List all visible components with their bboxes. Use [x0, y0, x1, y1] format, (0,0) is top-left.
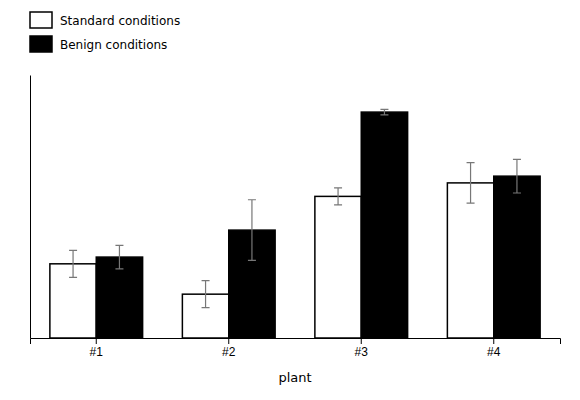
plot-area: #1 #2 #3 #4: [31, 76, 561, 359]
legend-label: Standard conditions: [60, 14, 180, 28]
bar: [315, 196, 361, 338]
error-bar: [513, 159, 521, 193]
y-axis-line: [30, 76, 31, 339]
x-tick: #4: [487, 338, 501, 359]
tick-label: #2: [222, 345, 236, 359]
x-tick: #2: [222, 338, 236, 359]
error-bar: [202, 281, 210, 308]
tick-label: #1: [90, 345, 104, 359]
tick-label: #3: [355, 345, 369, 359]
legend-item: Benign conditions: [30, 36, 167, 52]
legend-swatch: [30, 36, 52, 52]
bar: [361, 112, 407, 338]
y-axis: [30, 76, 31, 339]
tick-mark: [493, 338, 494, 344]
error-bar: [467, 163, 475, 203]
marks: [50, 109, 540, 338]
legend-swatch: [30, 12, 52, 28]
tick-mark: [228, 338, 229, 344]
error-bar: [334, 188, 342, 205]
error-bar: [248, 200, 256, 261]
tick-mark: [361, 338, 362, 344]
legend: Standard conditions Benign conditions: [30, 12, 180, 52]
error-bar: [380, 109, 388, 114]
legend-item: Standard conditions: [30, 12, 180, 28]
bar: [447, 183, 493, 338]
x-axis-label: plant: [278, 370, 311, 385]
x-axis: #1 #2 #3 #4: [31, 338, 561, 359]
x-tick: #3: [355, 338, 369, 359]
chart: #1 #2 #3 #4 plant Standard conditions Benign c…: [0, 0, 580, 400]
legend-label: Benign conditions: [60, 38, 167, 52]
tick-mark: [96, 338, 97, 344]
series: [50, 163, 494, 338]
error-bar: [115, 245, 123, 269]
error-bar: [69, 250, 77, 277]
series: [96, 109, 540, 338]
x-axis-line: [31, 339, 561, 345]
bar: [494, 176, 540, 338]
x-tick: #1: [90, 338, 104, 359]
tick-label: #4: [487, 345, 501, 359]
